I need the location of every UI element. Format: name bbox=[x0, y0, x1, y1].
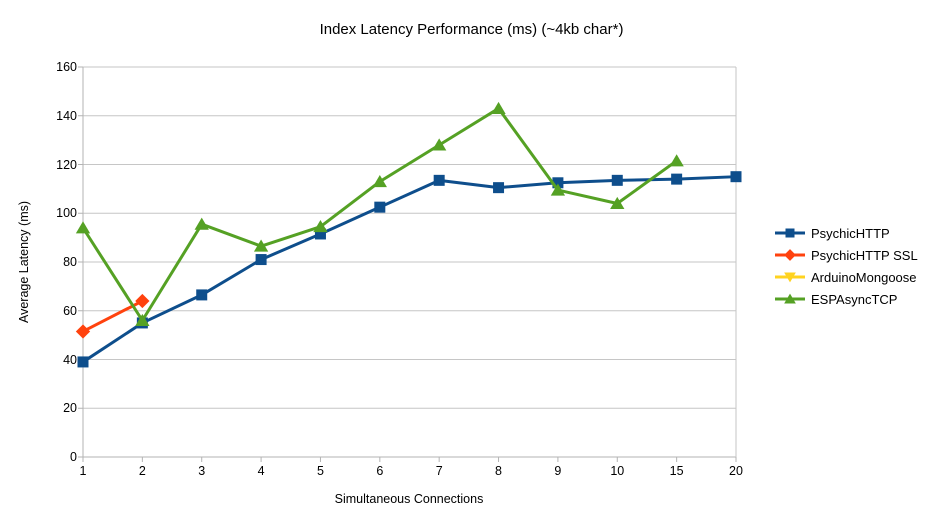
data-point-marker bbox=[784, 249, 796, 261]
x-tick-label: 5 bbox=[316, 464, 324, 478]
x-tick-label: 10 bbox=[610, 464, 625, 478]
data-point-marker bbox=[669, 154, 684, 167]
y-tick-label: 100 bbox=[56, 206, 77, 221]
y-tick-label: 20 bbox=[63, 401, 77, 416]
x-tick-label: 20 bbox=[729, 464, 743, 478]
legend-item-espasynctcp: ESPAsyncTCP bbox=[775, 291, 918, 307]
x-tick-label: 15 bbox=[669, 464, 684, 478]
legend-item-arduinomongoose: ArduinoMongoose bbox=[775, 269, 918, 285]
x-tick-label: 7 bbox=[435, 464, 443, 478]
data-point-marker bbox=[255, 254, 267, 266]
y-axis-title: Average Latency (ms) bbox=[17, 200, 31, 324]
data-point-marker bbox=[253, 239, 269, 252]
data-point-marker bbox=[493, 182, 505, 194]
y-tick-label: 160 bbox=[56, 60, 77, 74]
data-point-marker bbox=[374, 201, 386, 213]
data-point-marker bbox=[784, 293, 796, 304]
data-point-marker bbox=[77, 356, 89, 368]
chart-title: Index Latency Performance (ms) (~4kb cha… bbox=[319, 21, 624, 38]
data-point-marker bbox=[784, 272, 796, 283]
legend-label: PsychicHTTP bbox=[811, 225, 890, 241]
x-tick-label: 3 bbox=[198, 464, 206, 478]
y-tick-label: 80 bbox=[63, 255, 77, 269]
x-axis-title: Simultaneous Connections bbox=[334, 492, 484, 506]
series-line-psychichttp bbox=[82, 175, 737, 364]
legend: PsychicHTTP PsychicHTTP SSL ArduinoMongoos… bbox=[775, 225, 918, 307]
x-tick-label: 4 bbox=[257, 464, 265, 478]
data-point-marker bbox=[194, 217, 209, 230]
data-point-marker bbox=[730, 171, 742, 183]
y-tick-label: 60 bbox=[63, 303, 77, 318]
data-point-marker bbox=[75, 221, 91, 234]
data-point-marker bbox=[75, 324, 91, 339]
data-point-marker bbox=[196, 289, 208, 301]
data-point-marker bbox=[372, 174, 387, 188]
data-point-marker bbox=[611, 174, 623, 186]
square-legend-icon bbox=[775, 228, 805, 238]
x-tick-label: 9 bbox=[554, 464, 562, 478]
diamond-legend-icon bbox=[775, 249, 805, 261]
data-point-marker bbox=[135, 313, 150, 326]
data-point-marker bbox=[433, 174, 445, 186]
data-point-marker bbox=[314, 228, 326, 240]
legend-label: ESPAsyncTCP bbox=[811, 291, 898, 307]
triangle-up-legend-icon bbox=[775, 293, 805, 304]
data-point-marker bbox=[785, 228, 795, 238]
data-point-marker bbox=[610, 196, 625, 209]
triangle-down-legend-icon bbox=[775, 272, 805, 283]
legend-label: PsychicHTTP SSL bbox=[811, 247, 918, 263]
y-tick-label: 120 bbox=[56, 157, 77, 172]
data-point-marker bbox=[135, 293, 150, 309]
y-tick-label: 0 bbox=[70, 450, 77, 464]
data-point-marker bbox=[313, 220, 328, 233]
series-line-espasynctcp bbox=[81, 106, 678, 322]
y-tick-label: 140 bbox=[56, 108, 77, 123]
x-tick-label: 8 bbox=[495, 464, 502, 478]
y-tick-label: 40 bbox=[63, 352, 77, 367]
x-tick-label: 1 bbox=[79, 464, 87, 478]
data-point-marker bbox=[491, 101, 506, 114]
legend-label: ArduinoMongoose bbox=[811, 269, 917, 285]
data-point-marker bbox=[550, 183, 566, 196]
x-tick-label: 2 bbox=[138, 464, 146, 478]
data-point-marker bbox=[552, 177, 564, 189]
x-tick-label: 6 bbox=[376, 464, 384, 478]
legend-item-psychichttp-ssl: PsychicHTTP SSL bbox=[775, 247, 918, 263]
legend-item-psychichttp: PsychicHTTP bbox=[775, 225, 918, 241]
data-point-marker bbox=[432, 138, 447, 151]
data-point-marker bbox=[671, 173, 683, 185]
